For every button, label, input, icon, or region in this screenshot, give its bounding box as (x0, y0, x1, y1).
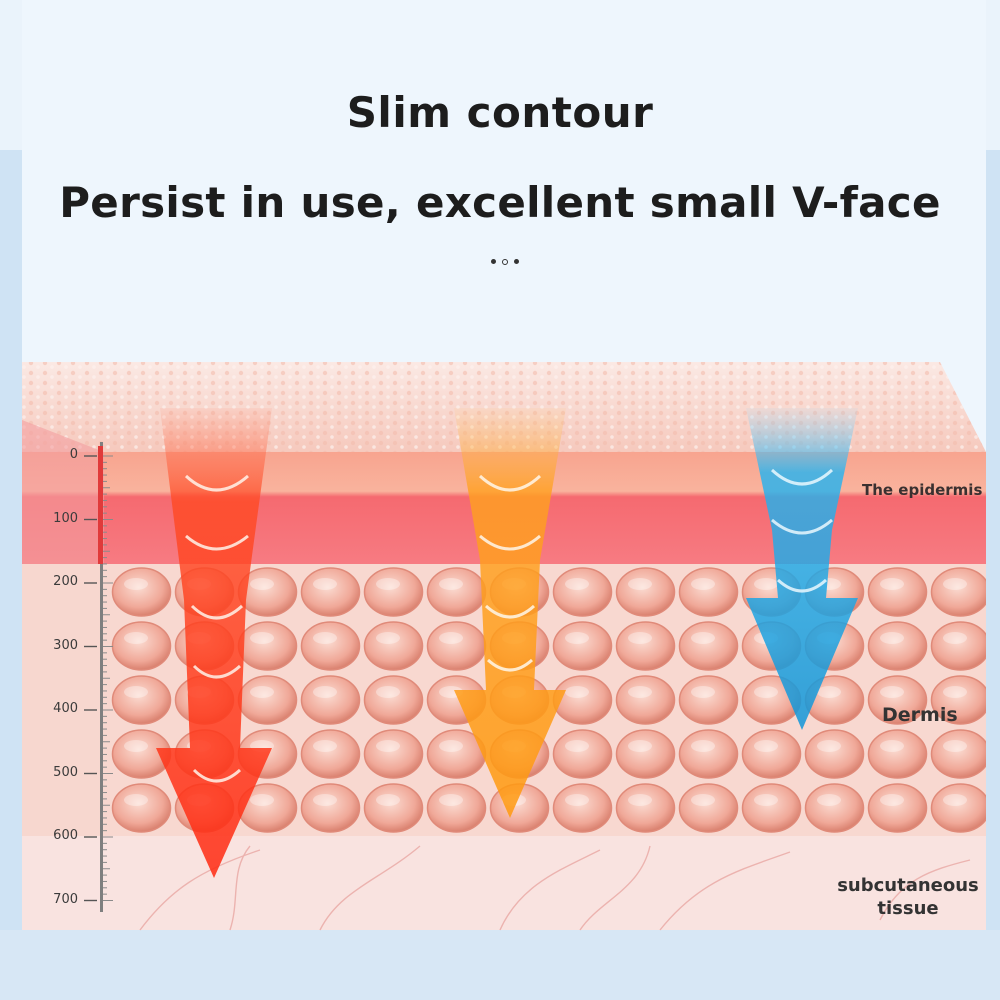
blue-light-arrow (746, 408, 858, 730)
orange-light-arrow (454, 408, 566, 818)
ruler-tick-label: 500 (53, 764, 78, 780)
subcutaneous-label: subcutaneous tissue (837, 875, 979, 919)
ruler-tick-label: 600 (53, 828, 78, 843)
ruler-tick-label: 100 (53, 510, 78, 526)
dermis-label: Dermis (882, 704, 958, 726)
dot-icon (491, 259, 496, 264)
red-light-arrow (156, 408, 272, 878)
page-subtitle: Persist in use, excellent small V-face (59, 178, 941, 227)
ruler-tick-label: 300 (53, 637, 78, 653)
carousel-dots (491, 258, 521, 266)
depth-ruler (84, 442, 113, 912)
ruler-tick-label: 200 (53, 574, 78, 589)
dot-icon (514, 259, 519, 264)
ruler-tick-label: 400 (53, 701, 78, 716)
page-title: Slim contour (346, 88, 654, 137)
ruler-tick-label: 0 (69, 447, 78, 462)
subcutaneous-layer (22, 836, 986, 931)
ruler-tick-label: 700 (53, 891, 78, 907)
epidermis-label: The epidermis (862, 481, 983, 499)
background-bottom (0, 930, 1000, 1000)
dot-ring-icon (502, 259, 508, 265)
